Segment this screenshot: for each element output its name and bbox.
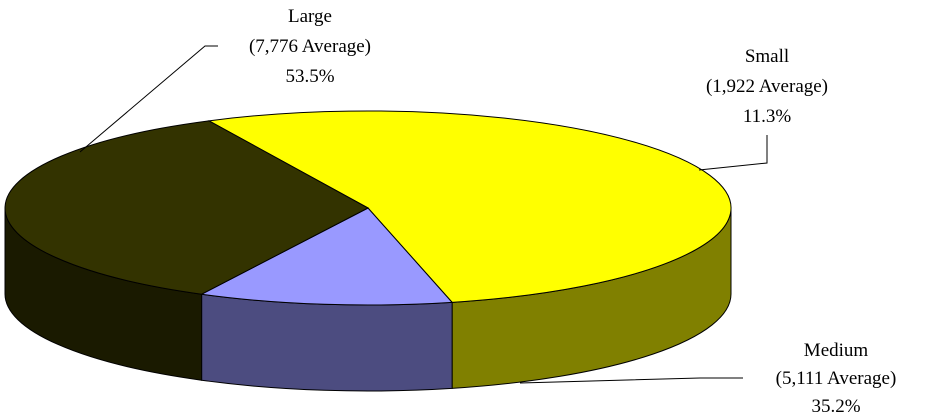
pie-sides	[4, 207, 732, 392]
slice-label-small-avg: (1,922 Average)	[706, 76, 828, 97]
leader-line-medium	[519, 377, 743, 384]
pie-side-small	[201, 293, 453, 392]
slice-label-large-pct: 53.5%	[285, 66, 334, 87]
pie-slice-medium	[4, 120, 370, 295]
slice-label-large-name: Large	[288, 6, 332, 27]
leader-line-small	[698, 135, 768, 171]
slice-label-medium-pct: 35.2%	[811, 396, 860, 415]
leader-line-large	[79, 45, 218, 153]
pie-slice-small	[199, 207, 454, 306]
pie-slice-large	[207, 110, 732, 303]
pie-tops	[4, 110, 732, 306]
slice-label-medium-avg: (5,111 Average)	[776, 368, 897, 389]
slice-label-medium-name: Medium	[804, 340, 869, 361]
slice-label-large-avg: (7,776 Average)	[249, 36, 371, 57]
slice-label-small-name: Small	[745, 46, 789, 67]
slice-label-small-pct: 11.3%	[743, 106, 792, 127]
